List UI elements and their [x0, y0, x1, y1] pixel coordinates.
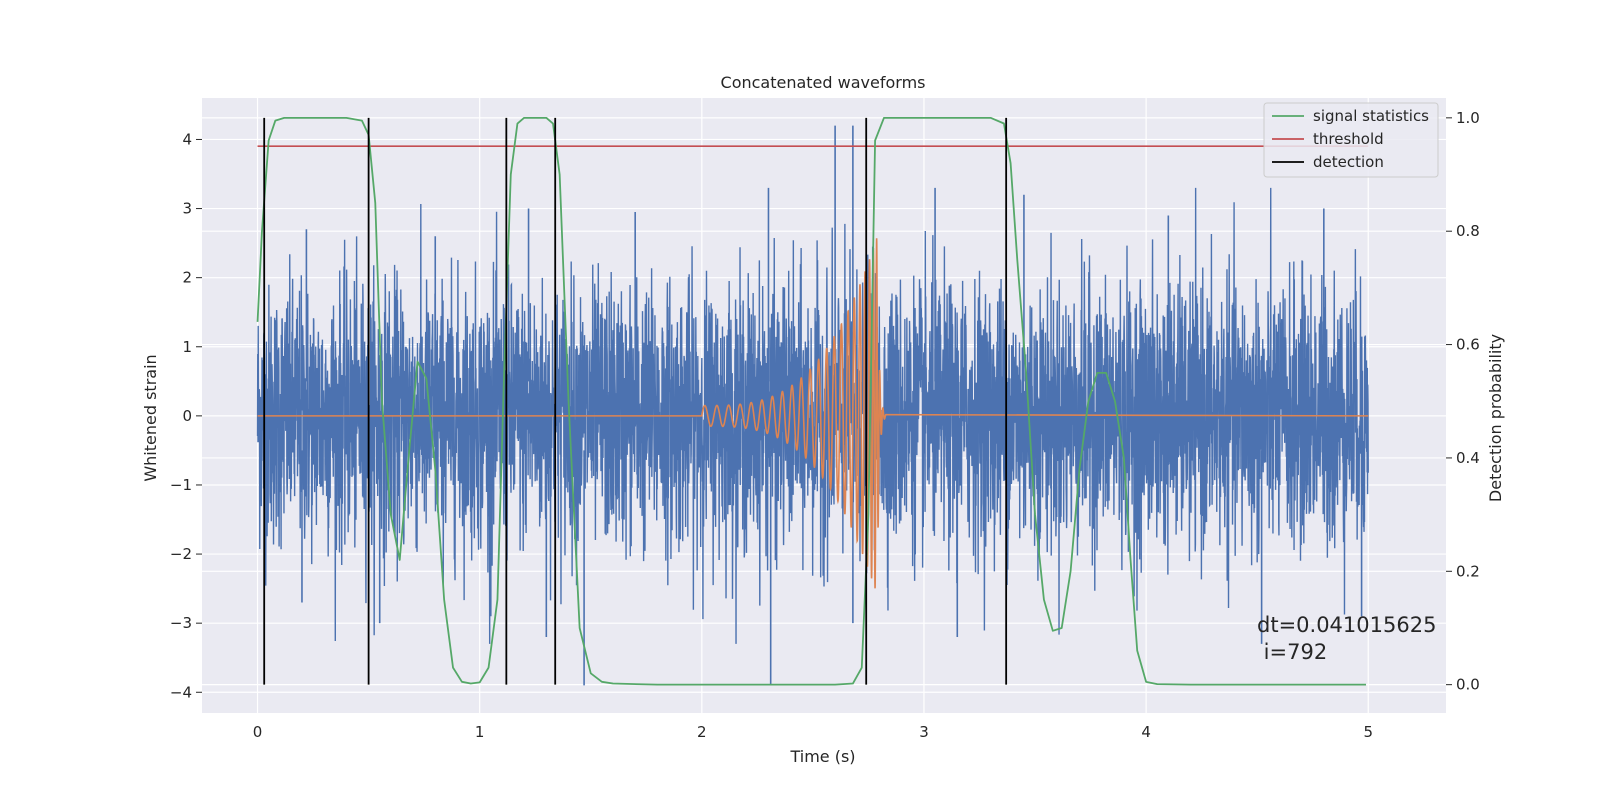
legend: signal statistics threshold detection — [1263, 102, 1439, 178]
y-tick-label: 0 — [182, 407, 192, 425]
y-tick-label: −1 — [170, 476, 192, 494]
y-right-tick-label: 1.0 — [1456, 109, 1480, 127]
y-right-tick-label: 0.4 — [1456, 449, 1480, 467]
x-tick-label: 4 — [1141, 723, 1151, 741]
legend-box — [1263, 102, 1439, 178]
x-tick-label: 0 — [253, 723, 263, 741]
x-tick-label: 2 — [697, 723, 707, 741]
x-axis-label: Time (s) — [789, 747, 855, 766]
x-tick-label: 1 — [475, 723, 485, 741]
y-right-tick-label: 0.6 — [1456, 336, 1480, 354]
legend-label-threshold: threshold — [1313, 130, 1384, 148]
y-tick-label: 4 — [182, 130, 192, 148]
y-tick-label: −3 — [170, 614, 192, 632]
chart-title: Concatenated waveforms — [721, 73, 926, 92]
y-tick-label: −2 — [170, 545, 192, 563]
y-right-tick-label: 0.8 — [1456, 222, 1480, 240]
y-tick-label: 3 — [182, 200, 192, 218]
y-right-tick-label: 0.2 — [1456, 562, 1480, 580]
y-axis-right-label: Detection probability — [1486, 334, 1505, 502]
y-axis-label: Whitened strain — [141, 354, 160, 481]
y-tick-label: 2 — [182, 269, 192, 287]
annotation-i: i=792 — [1257, 640, 1327, 664]
x-tick-label: 5 — [1363, 723, 1373, 741]
data-layer — [256, 116, 1369, 686]
legend-label-detection: detection — [1313, 153, 1384, 171]
y-right-tick-label: 0.0 — [1456, 676, 1480, 694]
series-template — [257, 238, 1369, 589]
y-tick-label: 1 — [182, 338, 192, 356]
series-signal-statistics — [256, 116, 1367, 686]
legend-label-signal-statistics: signal statistics — [1313, 107, 1429, 125]
tick-layer: 0 1 2 3 4 5 4 3 2 1 0 −1 −2 −3 −4 1.0 0.8 0.6 0.4 0.2 0.0 — [170, 109, 1480, 741]
x-tick-label: 3 — [919, 723, 929, 741]
y-tick-label: −4 — [170, 683, 192, 701]
annotation-dt: dt=0.041015625 — [1257, 613, 1436, 637]
